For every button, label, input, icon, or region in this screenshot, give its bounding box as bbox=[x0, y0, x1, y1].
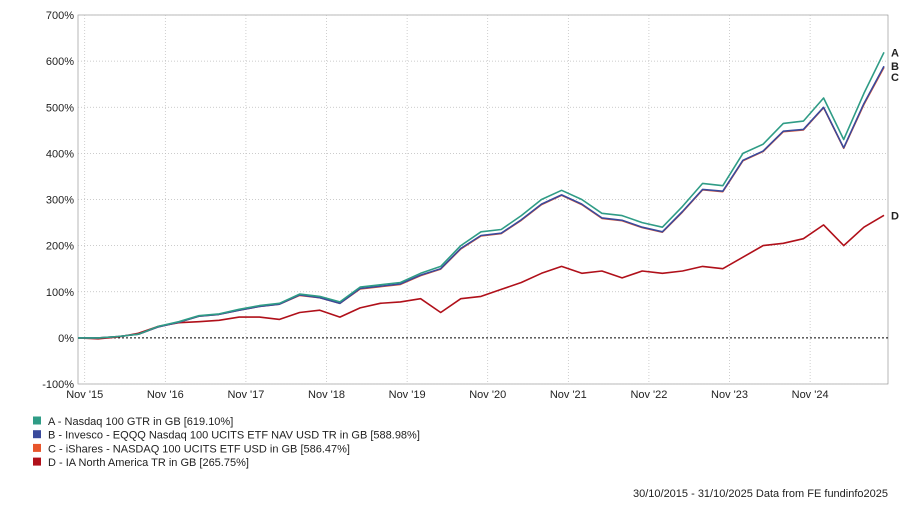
x-tick-label: Nov '19 bbox=[389, 389, 426, 401]
y-tick-label: 700% bbox=[46, 10, 74, 22]
legend-label: B - Invesco - EQQQ Nasdaq 100 UCITS ETF … bbox=[48, 430, 420, 442]
series-line bbox=[78, 51, 885, 339]
source-note: 30/10/2015 - 31/10/2025 Data from FE fun… bbox=[633, 488, 888, 500]
x-tick-label: Nov '22 bbox=[630, 389, 667, 401]
legend-swatch bbox=[33, 416, 41, 425]
legend-swatch bbox=[33, 457, 41, 466]
x-tick-label: Nov '24 bbox=[792, 389, 829, 401]
y-tick-label: 400% bbox=[46, 148, 74, 160]
x-tick-label: Nov '16 bbox=[147, 389, 184, 401]
end-label: B bbox=[891, 61, 899, 73]
x-tick-label: Nov '21 bbox=[550, 389, 587, 401]
y-tick-label: 100% bbox=[46, 287, 74, 299]
series-line bbox=[78, 67, 885, 339]
end-label: A bbox=[891, 47, 899, 59]
legend-label: C - iShares - NASDAQ 100 UCITS ETF USD i… bbox=[48, 443, 350, 455]
y-tick-label: 200% bbox=[46, 241, 74, 253]
x-tick-label: Nov '17 bbox=[227, 389, 264, 401]
y-tick-label: -100% bbox=[42, 379, 74, 391]
series-line bbox=[77, 214, 885, 340]
y-tick-label: 0% bbox=[58, 333, 74, 345]
y-tick-label: 600% bbox=[46, 56, 74, 68]
x-tick-label: Nov '23 bbox=[711, 389, 748, 401]
y-tick-label: 300% bbox=[46, 195, 74, 207]
end-label: D bbox=[891, 210, 899, 222]
legend-swatch bbox=[33, 430, 41, 439]
end-label: C bbox=[891, 72, 899, 84]
legend-label: A - Nasdaq 100 GTR in GB [619.10%] bbox=[48, 416, 233, 428]
y-tick-label: 500% bbox=[46, 102, 74, 114]
x-tick-label: Nov '15 bbox=[66, 389, 103, 401]
x-tick-label: Nov '20 bbox=[469, 389, 506, 401]
legend-swatch bbox=[33, 443, 41, 452]
x-tick-label: Nov '18 bbox=[308, 389, 345, 401]
legend-label: D - IA North America TR in GB [265.75%] bbox=[48, 457, 249, 469]
